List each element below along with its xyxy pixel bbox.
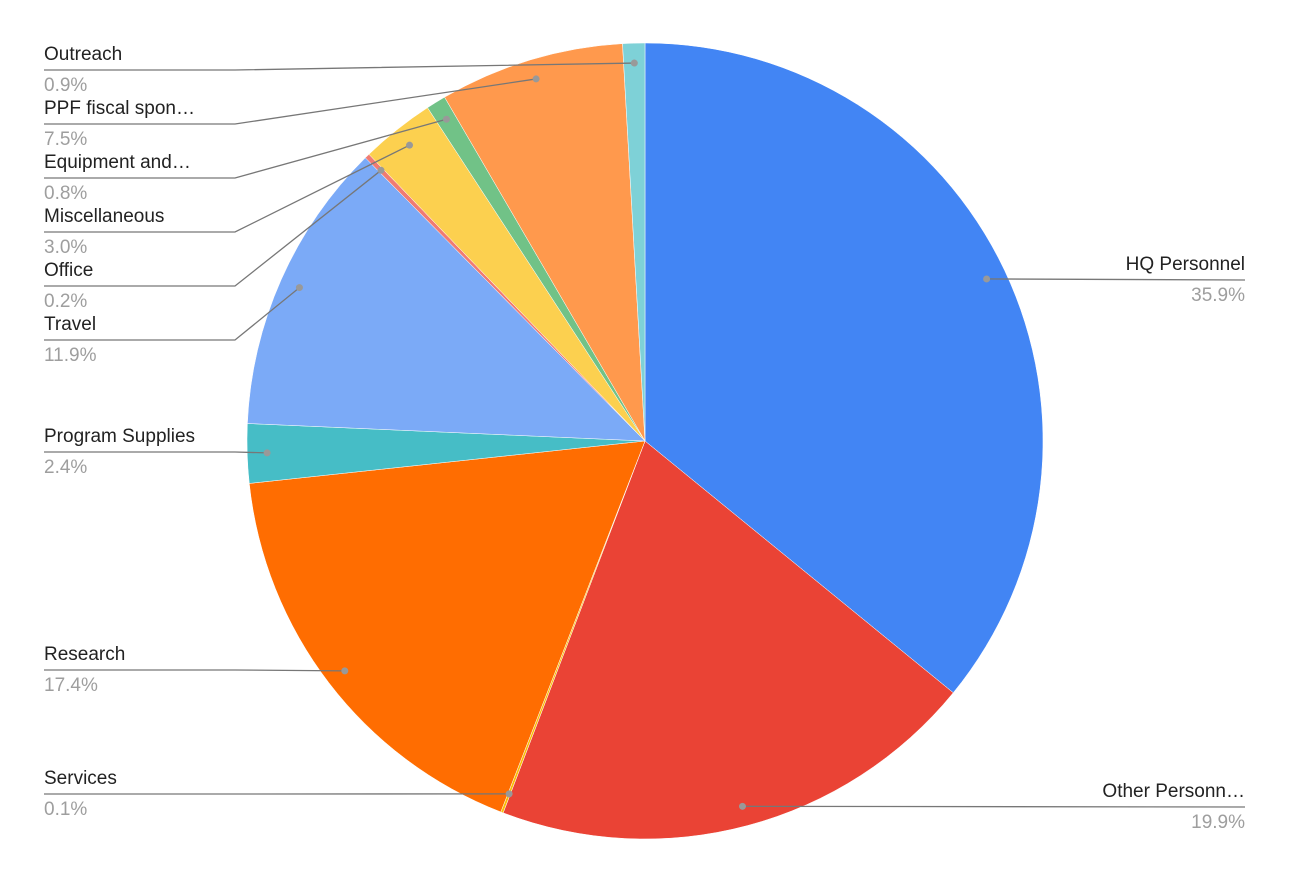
leader-line bbox=[44, 287, 300, 341]
leader-dot bbox=[630, 59, 638, 67]
leader-dot bbox=[738, 802, 746, 810]
leader-dot bbox=[505, 790, 513, 798]
leader-dot bbox=[983, 275, 991, 283]
leader-line bbox=[44, 144, 410, 233]
slice-label: Travel bbox=[44, 314, 96, 335]
leader-line bbox=[742, 805, 1246, 808]
slice-value-label: 17.4% bbox=[44, 675, 98, 696]
slice-value-label: 35.9% bbox=[1191, 285, 1245, 306]
slice-label: Program Supplies bbox=[44, 426, 195, 447]
slice-value-label: 19.9% bbox=[1191, 812, 1245, 833]
slice-value-label: 0.8% bbox=[44, 183, 87, 204]
slice-label: Equipment and… bbox=[44, 152, 191, 173]
pie-slice bbox=[248, 440, 646, 813]
leader-line bbox=[986, 278, 1246, 281]
leader-dot bbox=[406, 141, 414, 149]
leader-dot bbox=[295, 284, 303, 292]
leader-dot bbox=[377, 166, 385, 174]
slice-value-label: 3.0% bbox=[44, 237, 87, 258]
leader-dot bbox=[263, 449, 271, 457]
slice-label: PPF fiscal spon… bbox=[44, 98, 195, 119]
pie-slice bbox=[444, 43, 646, 442]
leader-dot bbox=[341, 667, 349, 675]
pie-slice bbox=[622, 42, 646, 442]
leader-dot bbox=[442, 115, 450, 123]
leader-dot bbox=[532, 75, 540, 83]
slice-value-label: 0.1% bbox=[44, 799, 87, 820]
slice-label: Research bbox=[44, 644, 125, 665]
leader-line bbox=[44, 78, 537, 125]
leader-line bbox=[44, 118, 447, 179]
slice-value-label: 7.5% bbox=[44, 129, 87, 150]
leader-line bbox=[44, 451, 268, 454]
slice-label: Office bbox=[44, 260, 93, 281]
slice-label: Other Personn… bbox=[1102, 781, 1245, 802]
slice-label: Services bbox=[44, 768, 117, 789]
slice-label: Outreach bbox=[44, 44, 122, 65]
leader-line bbox=[44, 669, 345, 672]
slice-value-label: 0.9% bbox=[44, 75, 87, 96]
pie-slice bbox=[247, 157, 646, 442]
slice-label: HQ Personnel bbox=[1126, 254, 1245, 275]
pie-slice bbox=[502, 440, 954, 840]
leader-line bbox=[44, 169, 382, 287]
slice-value-label: 0.2% bbox=[44, 291, 87, 312]
slice-label: Miscellaneous bbox=[44, 206, 164, 227]
slice-value-label: 2.4% bbox=[44, 457, 87, 478]
slice-value-label: 11.9% bbox=[44, 345, 97, 366]
pie-slice bbox=[644, 42, 1044, 694]
leader-line bbox=[44, 62, 635, 71]
